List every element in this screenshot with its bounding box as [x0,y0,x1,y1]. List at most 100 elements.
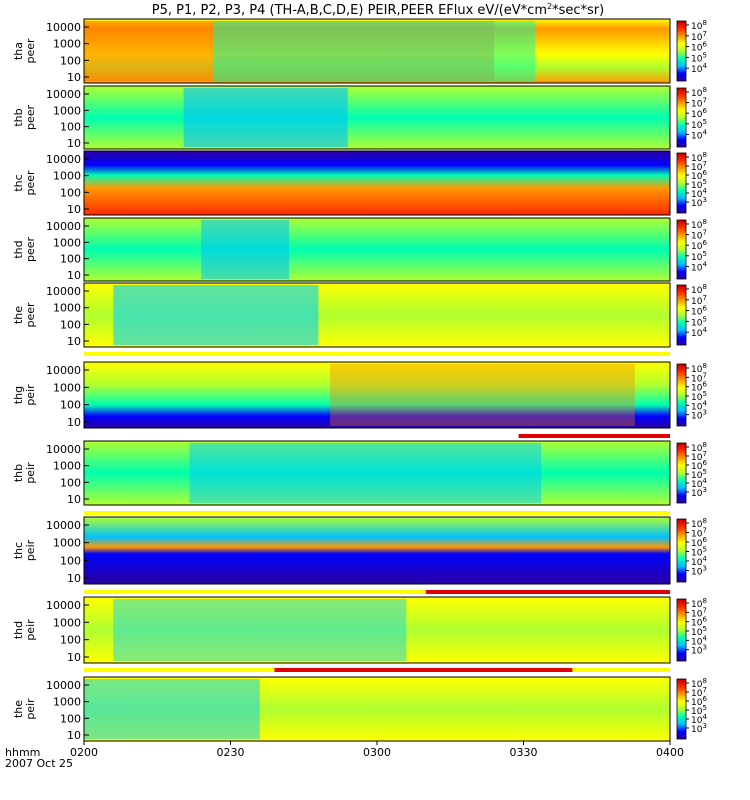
colorbar-tick-label: 106 [691,41,707,54]
spectrogram-image [84,362,670,428]
status-bar-red [518,434,670,438]
species-label: peir [24,539,37,561]
y-tick-label: 1000 [53,236,81,249]
time-axis: hhmm 2007 Oct 25 0200 0230 0300 0330 0400 [5,741,684,770]
colorbar-tick-label: 107 [691,686,707,699]
panel-frame [83,282,671,348]
y-tick-label: 10000 [46,679,81,692]
flux-region [201,220,290,279]
colorbar-tick-label: 107 [691,527,707,540]
colorbar-tick-label: 107 [691,371,707,384]
panel-frame [83,596,671,664]
flux-region [183,88,348,147]
species-label: peer [24,237,37,263]
colorbar-tick-label: 106 [691,536,707,549]
colorbar-tick-label: 108 [691,677,707,690]
y-tick-label: 10 [67,71,81,84]
colorbar-tick-label: 106 [691,169,707,182]
species-label: peir [24,698,37,720]
spectrogram-image [84,151,670,215]
y-tick-label: 10 [67,651,81,664]
y-tick-label: 10000 [46,364,81,377]
spectrogram-image [84,86,670,149]
species-label: peer [24,170,37,196]
colorbar-tick-label: 108 [691,441,707,454]
y-tick-label: 10 [67,729,81,742]
y-tick-label: 10 [67,203,81,216]
colorbar-tick-label: 104 [691,326,707,339]
y-tick-label: 100 [60,54,81,67]
colorbar [676,152,687,214]
colorbar-tick-label: 105 [691,625,707,638]
flux-region [212,21,536,81]
y-tick-label: 100 [60,318,81,331]
probe-label: thb [12,464,25,482]
y-tick-label: 100 [60,554,81,567]
y-tick-label: 10000 [46,443,81,456]
status-bar-red [425,590,670,594]
y-tick-label: 100 [60,399,81,412]
flux-region [330,364,635,426]
y-tick-label: 100 [60,121,81,134]
x-tick-label: 0300 [363,746,391,759]
colorbar-tick-label: 103 [691,722,707,735]
colorbar-tick-label: 105 [691,546,707,559]
x-tick-label: 0200 [70,746,98,759]
status-bar-yellow [84,511,670,515]
colorbar-tick-label: 107 [691,97,707,110]
colorbar-tick-label: 107 [691,450,707,463]
y-tick-label: 10 [67,416,81,429]
panel-frame [83,361,671,429]
flux-region [189,443,542,503]
colorbar-tick-label: 105 [691,468,707,481]
colorbar [676,284,687,346]
panel-frame [83,440,671,506]
colorbar [676,518,687,583]
colorbar-tick-label: 105 [691,315,707,328]
x-tick-label: 0330 [510,746,538,759]
colorbar [676,20,687,82]
probe-label: thg [12,386,25,404]
y-tick-label: 1000 [53,696,81,709]
y-tick-label: 10 [67,572,81,585]
y-tick-label: 100 [60,476,81,489]
panel-frame [83,217,671,282]
probe-label: tha [12,42,25,60]
colorbar-tick-label: 108 [691,362,707,375]
figure-title: P5, P1, P2, P3, P4 (TH-A,B,C,D,E) PEIR,P… [152,2,604,18]
flux-region [113,285,319,345]
y-tick-label: 10000 [46,153,81,166]
y-tick-label: 10000 [46,21,81,34]
y-tick-label: 10 [67,137,81,150]
colorbar-tick-label: 107 [691,30,707,43]
x-tick-label: 0400 [656,746,684,759]
colorbar-tick-label: 108 [691,597,707,610]
colorbar-tick-label: 107 [691,229,707,242]
y-tick-label: 100 [60,712,81,725]
colorbar-tick-label: 103 [691,644,707,657]
probe-label: thd [12,621,25,639]
species-label: peir [24,384,37,406]
y-tick-label: 10000 [46,519,81,532]
probe-label: thb [12,108,25,126]
colorbar-tick-label: 104 [691,62,707,75]
y-tick-label: 1000 [53,104,81,117]
species-label: peir [24,619,37,641]
y-tick-label: 1000 [53,537,81,550]
y-tick-label: 1000 [53,170,81,183]
spectrogram-image [84,517,670,584]
panel-frame [83,516,671,585]
probe-label: thd [12,240,25,258]
x-tick-label: 0230 [217,746,245,759]
y-tick-label: 1000 [53,381,81,394]
colorbar-tick-label: 104 [691,477,707,490]
colorbar-tick-label: 108 [691,19,707,32]
colorbar-tick-label: 106 [691,695,707,708]
x-axis-label-unit: hhmm [5,746,40,759]
